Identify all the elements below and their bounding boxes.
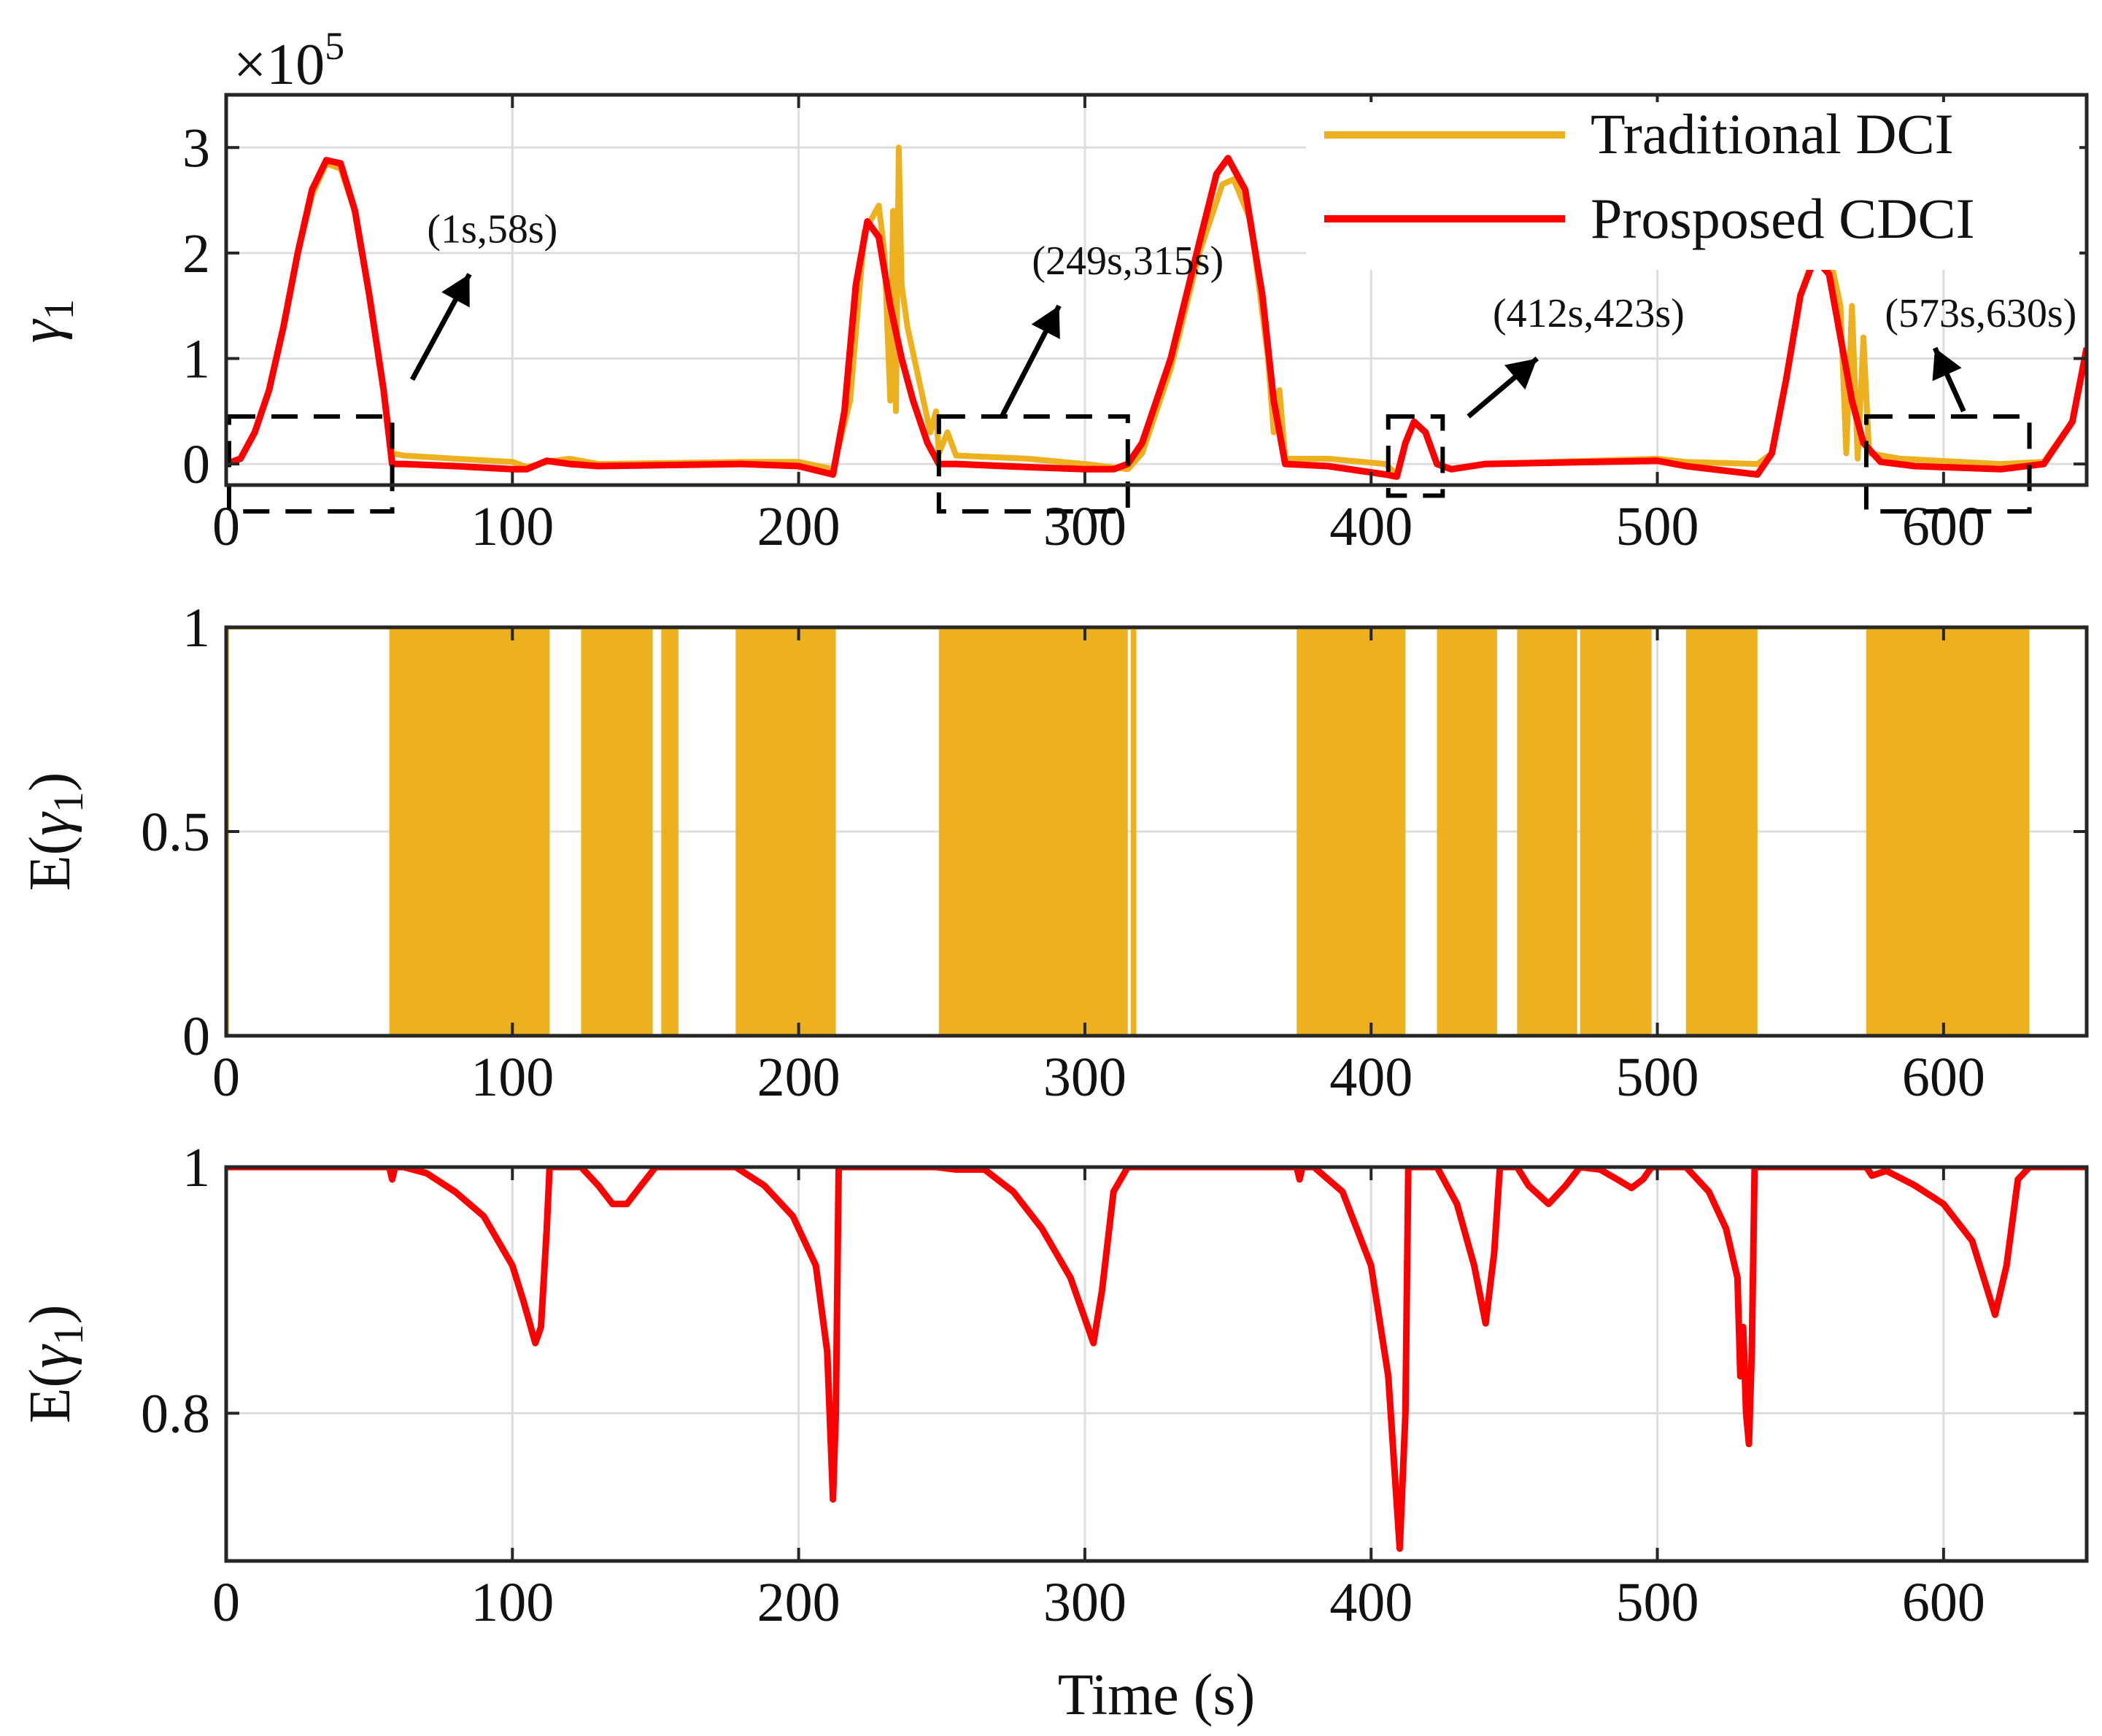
panel-middle: 0 100 200 300 400 500 600 0 0.5 1 E(γ1) bbox=[18, 597, 2089, 1108]
top-x-tick-label: 500 bbox=[1616, 496, 1699, 557]
bottom-axes-box bbox=[224, 1165, 2089, 1563]
middle-x-tick-label: 0 bbox=[212, 1047, 240, 1108]
middle-switching-band bbox=[1866, 627, 2030, 1036]
bottom-x-tick-label: 400 bbox=[1329, 1572, 1413, 1633]
bottom-series-proposed bbox=[226, 1167, 2087, 1552]
top-x-tick-label: 400 bbox=[1329, 496, 1413, 557]
bottom-y-axis-label: E(γ1) bbox=[18, 1305, 92, 1424]
bottom-y-tick-label: 0.8 bbox=[141, 1384, 210, 1445]
panel-top: (1s,58s) (249s,315s) (412s,423s) (573s,630s… bbox=[9, 24, 2089, 557]
annotation-label: (249s,315s) bbox=[1032, 239, 1224, 284]
annotation-arrow-head bbox=[441, 274, 470, 308]
top-y-axis-label: γ1 bbox=[9, 299, 82, 344]
legend-box bbox=[1306, 102, 2079, 270]
middle-ticks: 0 100 200 300 400 500 600 0 0.5 1 bbox=[141, 597, 2087, 1108]
annotation-label: (412s,423s) bbox=[1493, 291, 1685, 336]
middle-switching-band bbox=[581, 627, 653, 1036]
top-x-tick-label: 300 bbox=[1043, 496, 1127, 557]
zoom-box bbox=[1863, 414, 2032, 514]
top-x-tick-label: 100 bbox=[471, 496, 554, 557]
middle-switching-band bbox=[661, 627, 679, 1036]
middle-y-tick-label: 1 bbox=[182, 597, 210, 659]
middle-switching-band bbox=[1685, 627, 1758, 1036]
legend: Traditional DCI Prosposed CDCI bbox=[1306, 102, 2079, 270]
middle-switching-band bbox=[389, 627, 550, 1036]
bottom-x-tick-label: 300 bbox=[1043, 1572, 1127, 1633]
middle-switching-band bbox=[938, 627, 1128, 1036]
zoom-box bbox=[936, 414, 1130, 514]
middle-y-axis-label: E(γ1) bbox=[18, 772, 92, 891]
annotation-arrow-head bbox=[1932, 348, 1962, 381]
middle-series bbox=[226, 627, 2087, 1036]
bottom-x-tick-label: 100 bbox=[471, 1572, 554, 1633]
bottom-ticks: 0 100 200 300 400 500 600 0.8 1 bbox=[141, 1137, 2087, 1633]
middle-x-tick-label: 400 bbox=[1329, 1047, 1413, 1108]
bottom-x-tick-label: 500 bbox=[1616, 1572, 1699, 1633]
annotation-arrow-head bbox=[1031, 306, 1060, 339]
bottom-x-tick-label: 0 bbox=[212, 1572, 240, 1633]
middle-y-tick-label: 0.5 bbox=[141, 802, 210, 863]
top-exponent-label: ×105 bbox=[233, 24, 344, 97]
middle-switching-band bbox=[1580, 627, 1652, 1036]
panel-bottom: 0 100 200 300 400 500 600 0.8 1 E(γ1) Time (s) bbox=[18, 1137, 2089, 1727]
bottom-x-tick-label: 600 bbox=[1902, 1572, 1985, 1633]
middle-x-tick-label: 300 bbox=[1043, 1047, 1127, 1108]
middle-y-tick-label: 0 bbox=[182, 1006, 210, 1067]
top-annotations: (1s,58s) (249s,315s) (412s,423s) (573s,630s… bbox=[226, 206, 2076, 514]
zoom-box bbox=[1386, 414, 1445, 498]
bottom-x-tick-label: 200 bbox=[757, 1572, 841, 1633]
middle-switching-band bbox=[1517, 627, 1577, 1036]
x-axis-label: Time (s) bbox=[1058, 1663, 1255, 1727]
legend-label-traditional: Traditional DCI bbox=[1591, 102, 1954, 166]
legend-label-proposed: Prosposed CDCI bbox=[1591, 187, 1975, 250]
bottom-y-tick-label: 1 bbox=[182, 1137, 210, 1198]
middle-switching-band bbox=[1297, 627, 1406, 1036]
middle-switching-band bbox=[1130, 627, 1137, 1036]
top-y-tick-label: 1 bbox=[182, 328, 210, 390]
middle-x-tick-label: 500 bbox=[1616, 1047, 1699, 1108]
top-ticks: 0 100 200 300 400 500 600 0 1 2 3 bbox=[182, 95, 2087, 557]
top-x-tick-label: 600 bbox=[1902, 496, 1985, 557]
top-series-proposed bbox=[226, 155, 2087, 480]
top-x-tick-label: 200 bbox=[757, 496, 841, 557]
top-y-tick-label: 3 bbox=[182, 117, 210, 179]
top-y-tick-label: 2 bbox=[182, 223, 210, 284]
bottom-series bbox=[226, 1167, 2087, 1552]
annotation-label: (1s,58s) bbox=[427, 206, 557, 252]
middle-switching-band bbox=[1437, 627, 1497, 1036]
middle-x-tick-label: 600 bbox=[1902, 1047, 1985, 1108]
middle-switching-band bbox=[735, 627, 836, 1036]
top-x-tick-label: 0 bbox=[212, 496, 240, 557]
top-y-tick-label: 0 bbox=[182, 434, 210, 495]
annotation-label: (573s,630s) bbox=[1885, 291, 2076, 336]
annotation-arrow-head bbox=[1504, 358, 1537, 390]
middle-x-tick-label: 100 bbox=[471, 1047, 554, 1108]
middle-x-tick-label: 200 bbox=[757, 1047, 841, 1108]
top-axes-box bbox=[224, 93, 2089, 487]
top-series bbox=[226, 144, 2087, 480]
